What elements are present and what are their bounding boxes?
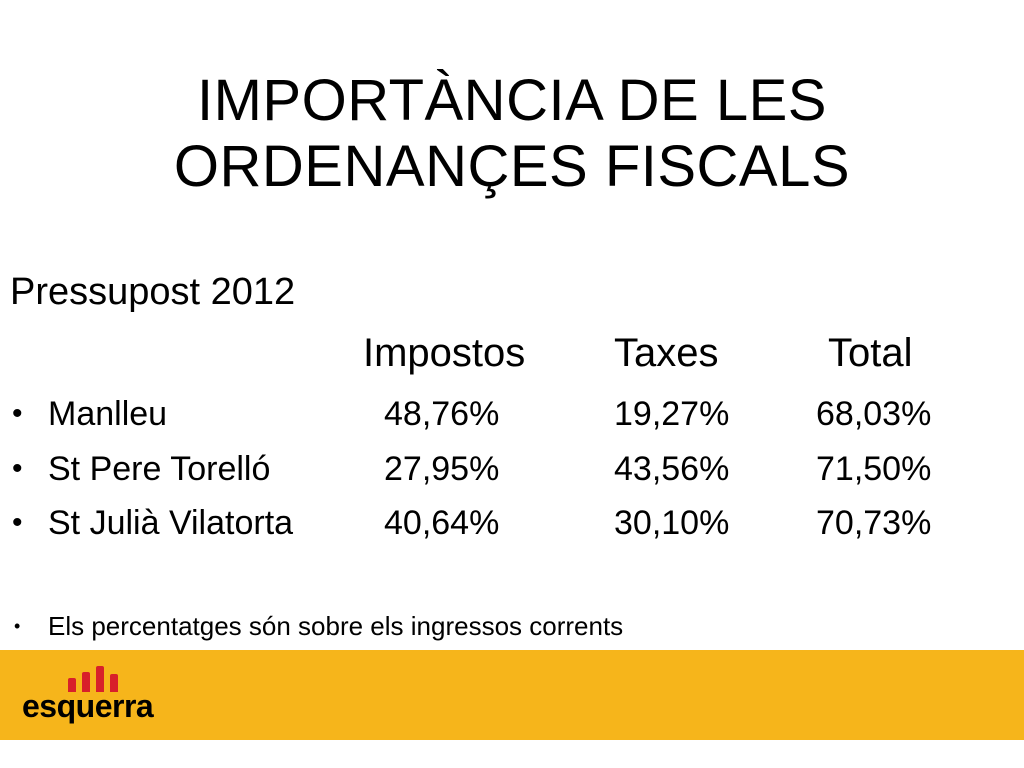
bottom-margin — [0, 740, 1024, 768]
table-row: • St Julià Vilatorta 40,64% 30,10% 70,73… — [0, 503, 1024, 553]
table-row: • Manlleu 48,76% 19,27% 68,03% — [0, 394, 1024, 444]
slide-title-line-2: ORDENANÇES FISCALS — [173, 134, 851, 199]
impostos-value: 48,76% — [384, 395, 500, 433]
impostos-value: 40,64% — [384, 504, 500, 542]
table-row: • St Pere Torelló 27,95% 43,56% 71,50% — [0, 449, 1024, 499]
footer-band: esquerra — [0, 650, 1024, 740]
taxes-value: 43,56% — [614, 450, 730, 488]
column-header-total: Total — [828, 331, 913, 375]
impostos-value: 27,95% — [384, 450, 500, 488]
total-value: 68,03% — [816, 395, 932, 433]
slide-title-line-1: IMPORTÀNCIA DE LES — [197, 68, 827, 133]
bullet-icon: • — [14, 616, 21, 636]
column-header-taxes: Taxes — [614, 331, 719, 375]
bullet-icon: • — [12, 506, 23, 539]
bullet-icon: • — [12, 452, 23, 485]
total-value: 71,50% — [816, 450, 932, 488]
logo-wordmark: esquerra — [22, 688, 154, 724]
taxes-value: 19,27% — [614, 395, 730, 433]
esquerra-logo: esquerra — [22, 666, 154, 730]
municipality-label: St Julià Vilatorta — [48, 504, 294, 542]
slide-title: IMPORTÀNCIA DE LES ORDENANÇES FISCALS — [0, 68, 1024, 200]
budget-year-heading: Pressupost 2012 — [10, 271, 296, 313]
taxes-value: 30,10% — [614, 504, 730, 542]
column-header-impostos: Impostos — [363, 331, 526, 375]
footnote: • Els percentatges són sobre els ingress… — [0, 610, 1024, 644]
footnote-text: Els percentatges són sobre els ingressos… — [48, 611, 624, 641]
municipality-label: Manlleu — [48, 395, 168, 433]
total-value: 70,73% — [816, 504, 932, 542]
municipality-label: St Pere Torelló — [48, 450, 271, 488]
bullet-icon: • — [12, 397, 23, 430]
esquerra-flag-bars-icon — [68, 666, 124, 692]
